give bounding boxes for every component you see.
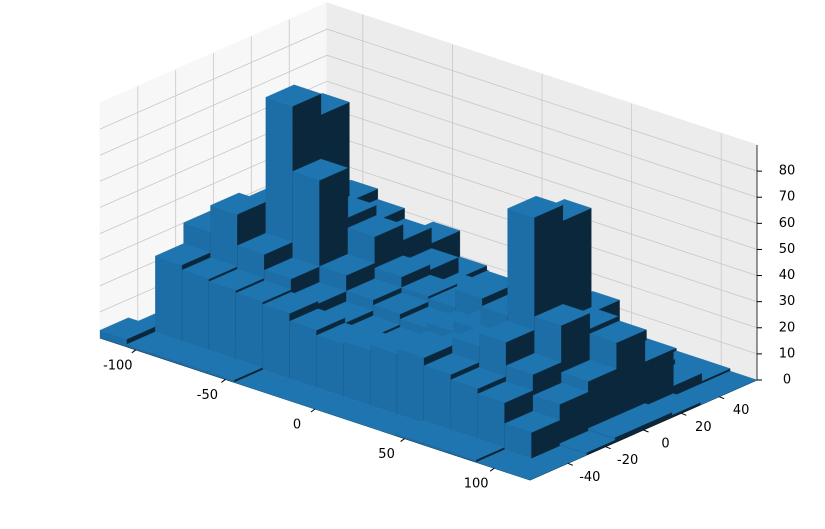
y-tick-label: -40 — [579, 470, 600, 485]
bar-top — [589, 321, 646, 343]
x-tick-label: -50 — [197, 388, 218, 403]
bar — [448, 438, 506, 463]
y-tick — [567, 462, 574, 466]
bar-top — [534, 304, 591, 326]
x-tick — [221, 379, 226, 383]
bar-top — [504, 410, 561, 433]
bar-top — [374, 255, 431, 278]
z-tick-label: 30 — [779, 294, 796, 309]
bars — [99, 84, 758, 481]
bar-side — [396, 348, 425, 424]
y-tick-label: -20 — [617, 453, 638, 468]
x-tick-label: 0 — [293, 418, 301, 433]
bar-top — [560, 359, 618, 382]
bar-top — [532, 382, 589, 405]
bar-side — [343, 341, 371, 406]
y-tick — [605, 446, 611, 450]
bar-top — [319, 253, 376, 276]
grid-line — [99, 80, 758, 224]
z-tick-label: 50 — [779, 242, 796, 257]
bar-top — [559, 430, 616, 453]
bar-top — [505, 353, 562, 375]
bar-side — [181, 269, 210, 353]
bar-top — [477, 381, 534, 403]
x-tick — [489, 467, 495, 472]
bar-top — [235, 280, 292, 303]
bar-side — [316, 335, 344, 397]
bar-side — [235, 292, 263, 371]
y-tick — [718, 396, 725, 400]
y-tick — [681, 412, 687, 416]
z-tick-label: 40 — [779, 268, 796, 283]
bar-top — [262, 291, 319, 314]
bar-side — [155, 255, 183, 344]
x-tick-label: 50 — [378, 447, 395, 462]
bar-top — [289, 308, 346, 331]
x-tick-label: 100 — [464, 477, 489, 492]
z-tick-label: 80 — [779, 164, 796, 179]
grid-line — [99, 54, 758, 198]
bar — [502, 458, 559, 481]
bar-top — [265, 84, 322, 107]
z-tick-label: 0 — [783, 373, 791, 388]
bar-top — [401, 274, 458, 297]
z-tick-label: 20 — [779, 320, 796, 335]
bar-side — [262, 304, 290, 380]
z-tick-label: 60 — [779, 216, 796, 231]
x-tick — [400, 438, 405, 442]
y-tick — [643, 429, 649, 433]
bar-top — [292, 158, 349, 181]
bar-top — [507, 195, 564, 218]
bar-top — [502, 458, 559, 481]
bar-top — [347, 215, 404, 237]
z-tick-label: 70 — [779, 190, 796, 205]
x-tick — [131, 349, 137, 354]
y-tick-label: 0 — [661, 437, 669, 452]
bar-side — [370, 345, 398, 415]
bar-side — [208, 281, 237, 362]
y-tick-label: 20 — [695, 420, 712, 435]
bar — [504, 410, 561, 459]
z-tick-label: 10 — [779, 346, 796, 361]
bar-side — [289, 321, 317, 388]
x-tick-label: -100 — [103, 358, 133, 373]
y-tick-label: 40 — [733, 403, 750, 418]
grid-line — [99, 28, 758, 172]
bar-top — [587, 415, 644, 438]
x-tick — [310, 408, 316, 413]
